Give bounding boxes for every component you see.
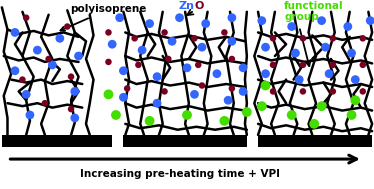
Point	[244, 111, 250, 114]
Point	[72, 116, 78, 119]
Point	[162, 31, 168, 34]
Point	[263, 84, 269, 87]
Point	[229, 16, 235, 19]
Point	[292, 52, 298, 55]
Point	[139, 49, 145, 52]
Point	[352, 78, 358, 81]
Point	[57, 37, 63, 40]
Point	[289, 113, 295, 116]
Point	[132, 37, 138, 40]
Point	[154, 75, 160, 78]
Point	[270, 37, 276, 40]
Point	[12, 31, 18, 34]
Point	[154, 102, 160, 105]
Point	[135, 63, 141, 66]
Point	[177, 16, 183, 19]
Point	[34, 49, 40, 52]
Point	[300, 90, 306, 93]
Point	[229, 57, 235, 60]
Point	[27, 113, 33, 116]
Point	[352, 99, 358, 102]
Point	[195, 63, 201, 66]
Point	[120, 69, 126, 72]
Point	[105, 60, 111, 64]
Point	[162, 90, 168, 93]
Point	[225, 99, 231, 102]
Point	[68, 108, 74, 111]
Point	[270, 90, 276, 93]
Point	[229, 40, 235, 43]
Point	[360, 90, 366, 93]
Point	[319, 19, 325, 22]
Point	[367, 19, 373, 22]
Point	[322, 46, 328, 49]
Point	[64, 25, 70, 28]
Point	[214, 72, 220, 75]
Point	[109, 43, 115, 46]
Point	[263, 46, 269, 49]
Point	[124, 87, 130, 90]
Point	[199, 84, 205, 87]
Point	[105, 93, 111, 96]
Point	[240, 90, 246, 93]
Point	[330, 90, 336, 93]
Point	[165, 57, 171, 60]
Point	[203, 22, 209, 25]
Point	[72, 90, 78, 93]
Point	[240, 66, 246, 69]
Point	[259, 105, 265, 108]
Point	[184, 66, 190, 69]
Point	[76, 54, 82, 57]
Text: O: O	[194, 2, 204, 12]
Point	[229, 87, 235, 90]
Point	[147, 119, 153, 122]
Text: functional
group: functional group	[284, 2, 344, 22]
Point	[311, 122, 317, 125]
Point	[300, 37, 306, 40]
Point	[68, 75, 74, 78]
Point	[113, 113, 119, 116]
Point	[120, 96, 126, 99]
Text: Zn: Zn	[178, 2, 194, 12]
Point	[349, 52, 355, 55]
Point	[289, 25, 295, 28]
Point	[360, 37, 366, 40]
Point	[184, 113, 190, 116]
Point	[259, 19, 265, 22]
Point	[23, 16, 29, 19]
Point	[300, 63, 306, 66]
Point	[105, 31, 111, 34]
Point	[326, 72, 332, 75]
Point	[191, 93, 197, 96]
Point	[117, 16, 123, 19]
Point	[42, 102, 48, 105]
Point	[49, 63, 55, 66]
Point	[147, 22, 153, 25]
Point	[330, 37, 336, 40]
Point	[221, 31, 227, 34]
Point	[12, 69, 18, 72]
Point	[270, 63, 276, 66]
Bar	[258, 135, 372, 147]
Point	[349, 113, 355, 116]
Point	[46, 57, 52, 60]
Point	[296, 78, 302, 81]
Point	[360, 63, 366, 66]
Point	[23, 93, 29, 96]
Point	[345, 25, 351, 28]
Point	[199, 46, 205, 49]
Point	[169, 40, 175, 43]
Point	[330, 63, 336, 66]
Text: Increasing pre-heating time + VPI: Increasing pre-heating time + VPI	[80, 169, 279, 179]
Point	[319, 105, 325, 108]
Point	[263, 72, 269, 75]
Bar	[123, 135, 247, 147]
Point	[221, 119, 227, 122]
Bar	[2, 135, 112, 147]
Point	[191, 37, 197, 40]
Text: polyisoprene: polyisoprene	[61, 4, 147, 31]
Point	[19, 78, 25, 81]
